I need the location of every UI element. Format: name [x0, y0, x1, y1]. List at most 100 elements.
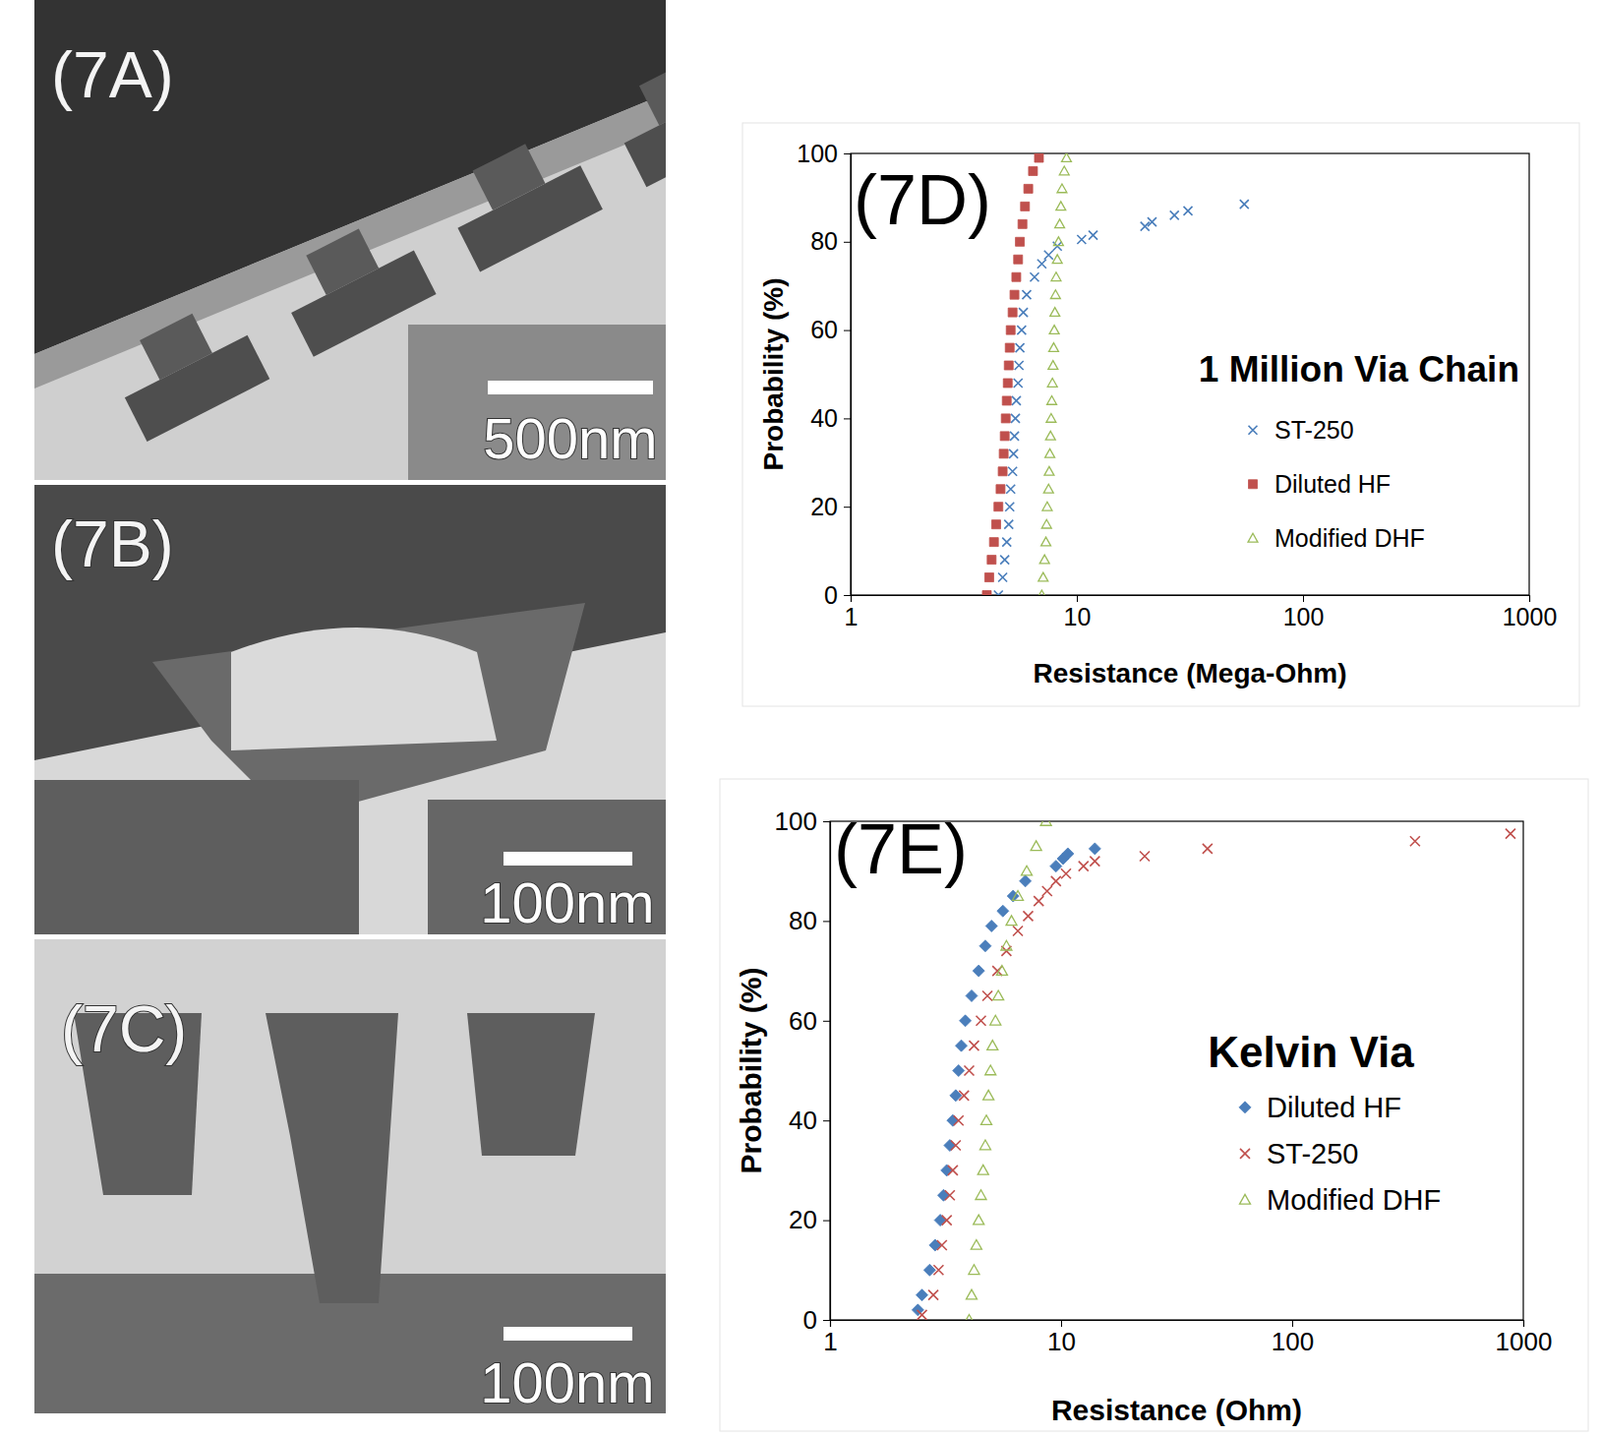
- data-point: [941, 1164, 953, 1177]
- chart-frame: [719, 778, 1589, 1431]
- data-point: [917, 1309, 928, 1320]
- data-point: [1006, 484, 1015, 494]
- tick-mark: [1061, 1319, 1063, 1327]
- image-panel: [34, 939, 666, 1414]
- data-point: [999, 449, 1008, 459]
- data-point: [1052, 254, 1063, 264]
- legend-marker: [1239, 1101, 1251, 1114]
- data-point: [953, 1115, 964, 1126]
- axis-line: [851, 595, 1531, 603]
- data-point: [1018, 307, 1028, 317]
- tick: 100: [796, 139, 851, 168]
- tick-label: 80: [788, 905, 818, 936]
- data-point: [1000, 555, 1009, 565]
- series: [994, 199, 1249, 595]
- data-point: [933, 1264, 944, 1275]
- data-point: [1004, 360, 1013, 370]
- tick-mark: [823, 1020, 830, 1022]
- data-point: [963, 1314, 975, 1321]
- tick-mark: [1292, 1319, 1294, 1327]
- data-point: [1034, 153, 1044, 163]
- data-point: [965, 989, 978, 1002]
- series: [1036, 153, 1071, 595]
- data-point: [1049, 325, 1060, 335]
- scale-bar-label: 500nm: [482, 406, 657, 471]
- scale-bar-label: 100nm: [479, 1350, 654, 1415]
- data-point: [952, 1065, 965, 1077]
- data-point: [968, 1264, 980, 1275]
- image-background: [34, 939, 666, 1414]
- tick-mark: [843, 241, 851, 243]
- data-point: [1240, 199, 1249, 209]
- data-point: [979, 1139, 991, 1150]
- tick: 1000: [1495, 1319, 1553, 1357]
- data-point: [1046, 413, 1057, 422]
- data-point: [1045, 448, 1056, 458]
- data-point: [1050, 307, 1061, 317]
- data-point: [1038, 572, 1049, 582]
- tick-mark: [823, 1120, 830, 1122]
- tick-mark: [843, 153, 851, 155]
- data-point: [1021, 290, 1031, 299]
- data-point: [977, 1164, 989, 1175]
- data-point: [1011, 396, 1021, 406]
- image-background: [34, 0, 666, 480]
- image-feature: [231, 627, 497, 751]
- tick-mark: [823, 1220, 830, 1222]
- tick-mark: [1303, 594, 1304, 602]
- image-feature: [427, 799, 666, 935]
- data-point: [1006, 915, 1017, 926]
- data-point: [1043, 483, 1054, 493]
- data-point: [1010, 414, 1020, 423]
- tick: 1: [823, 1319, 837, 1357]
- tick-mark: [1076, 594, 1078, 602]
- data-point: [1050, 290, 1061, 299]
- legend-label: Diluted HF: [1274, 470, 1391, 498]
- tick-label: 60: [788, 1006, 818, 1036]
- data-point: [1051, 272, 1062, 282]
- y-axis-title: Probability (%): [734, 966, 768, 1174]
- scale-bar: [503, 851, 633, 866]
- data-point: [981, 1115, 993, 1126]
- tick-mark: [823, 1319, 830, 1321]
- tick-label: 100: [1271, 1326, 1314, 1357]
- x-axis-title: Resistance (Mega-Ohm): [1033, 657, 1348, 689]
- data-point: [1008, 449, 1018, 459]
- data-point: [997, 904, 1009, 917]
- figure: 500nm(7A)100nm(7B)100nm(7C)1101001000020…: [0, 0, 1600, 1436]
- data-point: [1147, 217, 1157, 227]
- tick: 10: [1064, 594, 1092, 631]
- scale-bar: [503, 1326, 633, 1341]
- data-point: [1053, 241, 1063, 251]
- data-point: [1005, 343, 1014, 353]
- data-point: [1015, 343, 1025, 353]
- data-point: [1170, 210, 1180, 220]
- data-point: [987, 555, 997, 565]
- tick-label: 20: [788, 1204, 818, 1235]
- legend-label: Diluted HF: [1266, 1091, 1402, 1124]
- tick-label: 0: [824, 581, 838, 609]
- legend-marker: [1247, 533, 1258, 542]
- data-point: [1011, 272, 1021, 282]
- data-point: [1030, 840, 1042, 851]
- x-axis: 1101001000: [823, 1319, 1552, 1357]
- data-point: [937, 1188, 949, 1201]
- tick-label: 1000: [1495, 1326, 1553, 1357]
- data-point: [1045, 430, 1056, 440]
- tick: 60: [788, 1006, 830, 1036]
- tick: 20: [788, 1204, 830, 1235]
- tick-label: 20: [810, 492, 838, 521]
- chart-title: Kelvin Via: [1207, 1027, 1415, 1076]
- data-point: [990, 1014, 1002, 1025]
- tick: 40: [810, 404, 851, 432]
- data-point: [996, 484, 1006, 494]
- data-point: [934, 1214, 947, 1227]
- data-point: [1013, 378, 1023, 388]
- data-point: [1057, 183, 1067, 193]
- data-point: [989, 537, 999, 547]
- data-point: [1410, 835, 1421, 846]
- legend-label: ST-250: [1266, 1137, 1360, 1170]
- data-point: [1088, 231, 1098, 240]
- tick: 40: [788, 1105, 830, 1135]
- legend-label: ST-250: [1274, 415, 1355, 444]
